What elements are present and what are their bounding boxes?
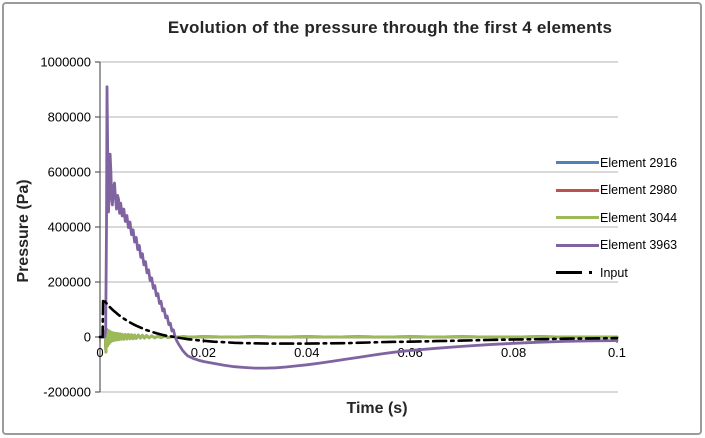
series-line-element-3963 xyxy=(98,85,619,370)
x-tick-label: 0.02 xyxy=(191,345,216,360)
legend-label: Element 2916 xyxy=(600,155,678,170)
chart-title: Evolution of the pressure through the fi… xyxy=(167,18,613,37)
x-axis-title: Time (s) xyxy=(346,400,408,417)
y-tick-label: 200000 xyxy=(48,275,91,290)
legend-line-marker xyxy=(556,243,599,247)
y-tick-label: 1000000 xyxy=(40,55,91,70)
legend-line-marker xyxy=(556,161,599,165)
x-tick-label: 0.04 xyxy=(294,345,319,360)
legend-label: Element 3963 xyxy=(600,238,678,253)
y-tick-label: 400000 xyxy=(48,220,91,235)
chart-legend: Element 2916 Element 2980 Element 3044 E… xyxy=(556,149,677,287)
legend-item-element-3963[interactable]: Element 3963 xyxy=(556,232,677,260)
y-tick-label: -200000 xyxy=(43,385,91,400)
y-tick-label: 0 xyxy=(84,330,91,345)
legend-item-element-2980[interactable]: Element 2980 xyxy=(556,177,677,205)
x-tick-label: 0.1 xyxy=(608,345,626,360)
y-tick-label: 800000 xyxy=(48,110,91,125)
legend-label: Element 3044 xyxy=(600,210,678,225)
legend-line-marker xyxy=(556,188,599,192)
legend-label: Input xyxy=(600,265,628,280)
series-line-input xyxy=(98,297,619,345)
legend-item-input[interactable]: Input xyxy=(556,259,677,287)
legend-line-marker xyxy=(556,216,599,220)
series-line-element-3044 xyxy=(98,327,619,354)
legend-item-element-2916[interactable]: Element 2916 xyxy=(556,149,677,177)
x-tick-label: 0.08 xyxy=(501,345,526,360)
legend-label: Element 2980 xyxy=(600,183,678,198)
legend-item-element-3044[interactable]: Element 3044 xyxy=(556,204,677,232)
y-axis-title: Pressure (Pa) xyxy=(15,179,32,283)
x-tick-label: 0 xyxy=(96,345,103,360)
y-tick-label: 600000 xyxy=(48,165,91,180)
legend-line-marker xyxy=(556,271,599,275)
